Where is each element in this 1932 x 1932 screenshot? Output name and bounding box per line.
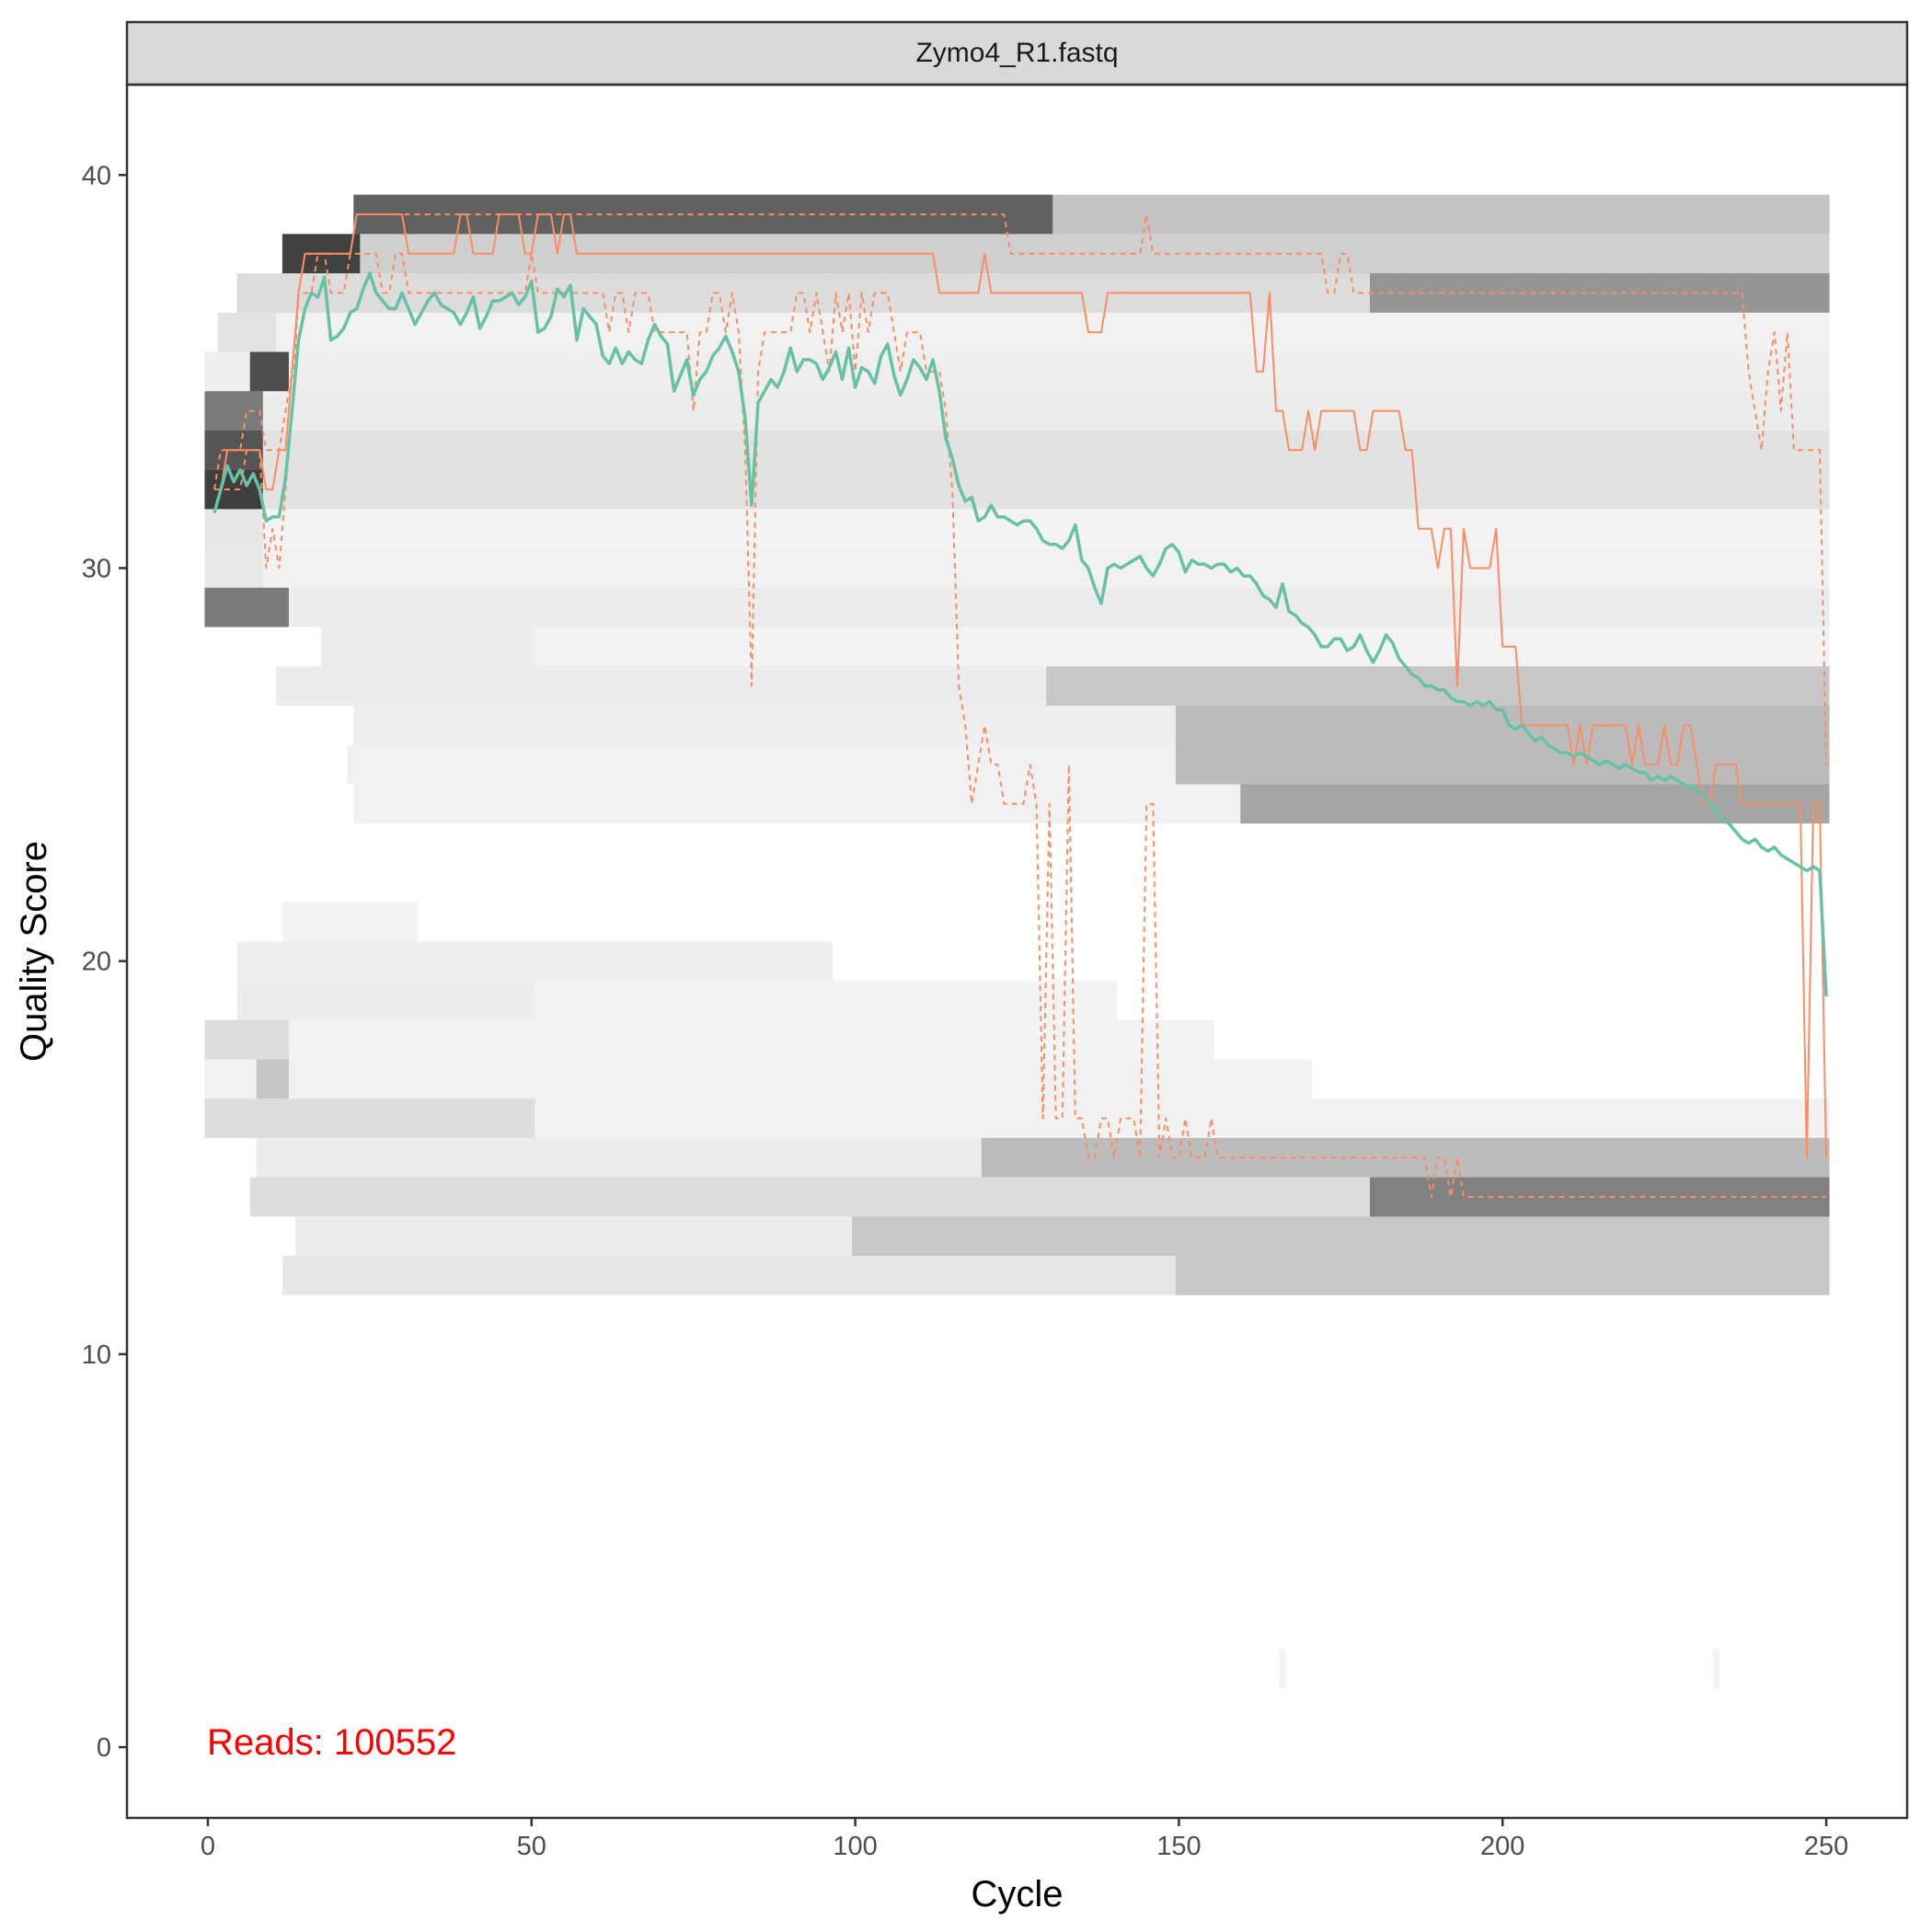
heatmap-tile-dense <box>237 941 833 981</box>
heatmap-row <box>217 312 1830 352</box>
heatmap-row <box>256 1137 1830 1178</box>
heatmap-tile-dense <box>204 509 263 549</box>
heatmap-tile-dense <box>217 312 276 352</box>
heatmap-tile <box>204 548 1830 588</box>
heatmap-tile <box>204 469 1830 510</box>
heatmap-tile <box>282 902 419 942</box>
heatmap-row <box>282 902 419 942</box>
heatmap-tile-dense <box>249 351 289 392</box>
heatmap-tile-dense <box>204 1019 289 1060</box>
heatmap-tile <box>204 430 1830 470</box>
heatmap-row <box>204 469 1830 510</box>
heatmap-tile-dense <box>282 903 419 942</box>
heatmap-tile-dense <box>204 1098 535 1138</box>
series-line-upper-quartile <box>213 213 1827 765</box>
heatmap-row <box>204 1098 1830 1138</box>
heatmap-tile <box>204 351 1830 392</box>
x-axis: 0 50 100 150 200 250 <box>201 1818 1848 1861</box>
series-line-mean <box>213 271 1828 997</box>
heatmap-tile-dense <box>1369 273 1830 313</box>
y-tick-label: 0 <box>97 1733 111 1763</box>
heatmap-row <box>204 351 1830 392</box>
heatmap-row <box>353 784 1830 824</box>
y-axis-title: Quality Score <box>14 841 54 1062</box>
heatmap-row <box>204 587 1830 627</box>
heatmap-tile <box>204 509 1830 549</box>
y-axis: 0 10 20 30 40 <box>82 161 127 1763</box>
heatmap-tile <box>204 1019 1215 1060</box>
y-tick-label: 30 <box>82 554 111 583</box>
heatmap-tile <box>249 1177 1830 1217</box>
heatmap-tile <box>347 744 1830 785</box>
heatmap-tile-dense <box>256 1059 289 1099</box>
heatmap-tile <box>353 784 1830 824</box>
heatmap-row <box>294 1216 1830 1257</box>
x-tick-label: 250 <box>1804 1832 1848 1861</box>
heatmap-tile-dense <box>1046 666 1830 706</box>
heatmap-tile <box>236 981 1118 1020</box>
heatmap-row <box>353 705 1830 745</box>
heatmap-tile <box>1712 1649 1719 1689</box>
x-tick-label: 150 <box>1156 1832 1201 1861</box>
reads-annotation: Reads: 100552 <box>207 1722 456 1763</box>
heatmap-tile-dense <box>1175 1256 1830 1295</box>
heatmap-row <box>282 1256 1830 1295</box>
heatmap-tile-dense <box>321 627 535 667</box>
heatmap-tile-dense <box>204 548 263 588</box>
plot-panel: Reads: 100552 <box>125 83 1909 1820</box>
heatmap-tile <box>204 587 1830 627</box>
heatmap-tile <box>256 1137 1830 1178</box>
heatmap-tile <box>353 705 1830 745</box>
heatmap-tile-dense <box>852 1216 1830 1257</box>
heatmap-tile <box>294 1216 1830 1257</box>
heatmap-row <box>204 1059 1312 1099</box>
heatmap-tile <box>1279 1649 1286 1689</box>
heatmap-row <box>353 194 1830 235</box>
heatmap-row <box>236 941 833 982</box>
y-tick-label: 20 <box>82 948 111 977</box>
x-tick-label: 100 <box>833 1832 877 1861</box>
heatmap-row <box>204 430 1830 470</box>
x-axis-title: Cycle <box>971 1874 1063 1915</box>
heatmap-tile-dense <box>237 981 535 1020</box>
y-tick-label: 10 <box>82 1340 111 1370</box>
heatmap-tile-dense <box>204 587 289 627</box>
heatmap-row <box>282 234 1830 274</box>
heatmap-tile <box>217 312 1830 352</box>
heatmap-tile <box>282 234 1830 274</box>
heatmap-row <box>236 981 1118 1020</box>
heatmap-tile <box>204 1098 1830 1138</box>
heatmap-tile <box>275 666 1830 706</box>
series-line-median <box>214 213 1827 1159</box>
panel-border <box>125 83 1909 1820</box>
heatmap-row <box>204 548 1830 588</box>
facet-title: Zymo4_R1.fastq <box>915 38 1118 68</box>
heatmap-row <box>321 627 1830 667</box>
heatmap-tile <box>282 1256 1830 1295</box>
y-tick-label: 40 <box>82 161 111 190</box>
heatmap-row <box>204 391 1830 431</box>
heatmap-tile <box>236 941 833 982</box>
heatmap-row <box>204 509 1830 549</box>
x-tick-label: 200 <box>1480 1832 1524 1861</box>
x-tick-label: 0 <box>201 1832 215 1861</box>
heatmap-tile <box>204 1059 1312 1099</box>
quality-lines <box>213 213 1828 1198</box>
x-tick-label: 50 <box>517 1832 546 1861</box>
heatmap-row <box>1712 1649 1719 1689</box>
heatmap-row <box>275 666 1830 706</box>
heatmap-tile <box>321 627 1830 667</box>
facet-strip: Zymo4_R1.fastq <box>125 20 1909 86</box>
heatmap-row <box>347 744 1830 785</box>
facet-strip-box <box>125 20 1909 86</box>
heatmap-row <box>204 1019 1215 1060</box>
heatmap-row <box>1279 1649 1286 1689</box>
heatmap-tile <box>204 391 1830 431</box>
heatmap-tile-dense <box>1240 784 1830 824</box>
